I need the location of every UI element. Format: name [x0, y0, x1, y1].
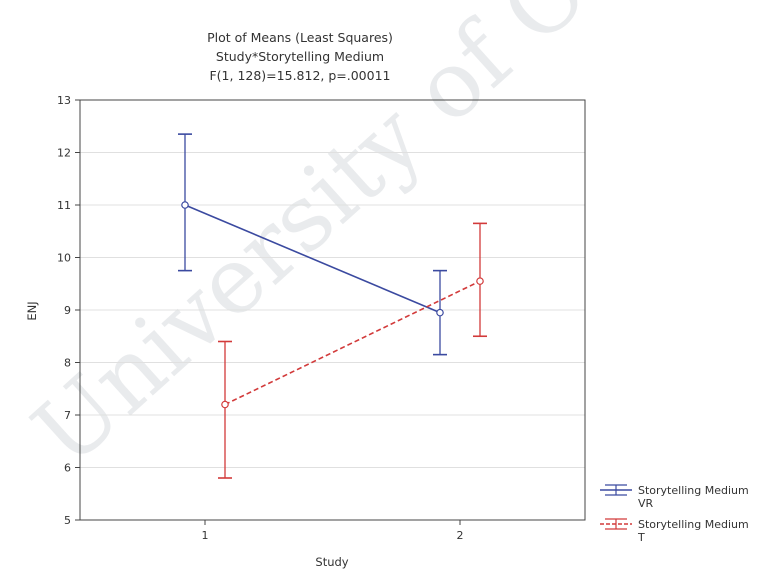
- legend-item-vr: Storytelling Medium VR: [600, 484, 749, 510]
- series-line: [184, 204, 441, 314]
- y-axis-label: ENJ: [25, 301, 39, 320]
- legend: Storytelling Medium VR Storytelling Medium…: [600, 484, 749, 544]
- y-tick-label: 12: [57, 147, 71, 160]
- legend-symbol: [600, 484, 632, 496]
- legend-label: Storytelling Medium T: [637, 518, 749, 544]
- x-tick-label: 1: [202, 529, 209, 542]
- y-tick-label: 7: [64, 409, 71, 422]
- series-line: [224, 280, 481, 406]
- y-tick-label: 8: [64, 357, 71, 370]
- error-bar: [218, 340, 232, 479]
- y-tick-label: 13: [57, 94, 71, 107]
- chart-title-line-1: Plot of Means (Least Squares): [207, 30, 393, 45]
- y-tick-label: 10: [57, 252, 71, 265]
- grid-lines: [80, 152, 585, 468]
- data-point: [436, 308, 444, 317]
- data-point: [181, 201, 189, 209]
- y-tick-label: 6: [64, 462, 71, 475]
- legend-label: Storytelling Medium VR: [638, 484, 749, 510]
- y-tick-label: 5: [64, 514, 71, 527]
- legend-item-t: Storytelling Medium T: [600, 518, 749, 544]
- x-tick-label: 2: [457, 529, 464, 542]
- series-layer: [178, 133, 487, 479]
- y-tick-label: 9: [64, 304, 71, 317]
- data-point: [221, 400, 229, 409]
- chart-title-line-3: F(1, 128)=15.812, p=.00011: [209, 68, 390, 83]
- chart-title-line-2: Study*Storytelling Medium: [216, 49, 384, 64]
- series-t: [218, 222, 487, 479]
- legend-symbol: [600, 518, 632, 530]
- data-point: [476, 277, 484, 285]
- y-axis-ticks: 5 6 7 8 9 10 11 12 13: [57, 94, 80, 527]
- x-axis-label: Study: [315, 555, 348, 569]
- series-vr: [178, 133, 447, 356]
- y-tick-label: 11: [57, 199, 71, 212]
